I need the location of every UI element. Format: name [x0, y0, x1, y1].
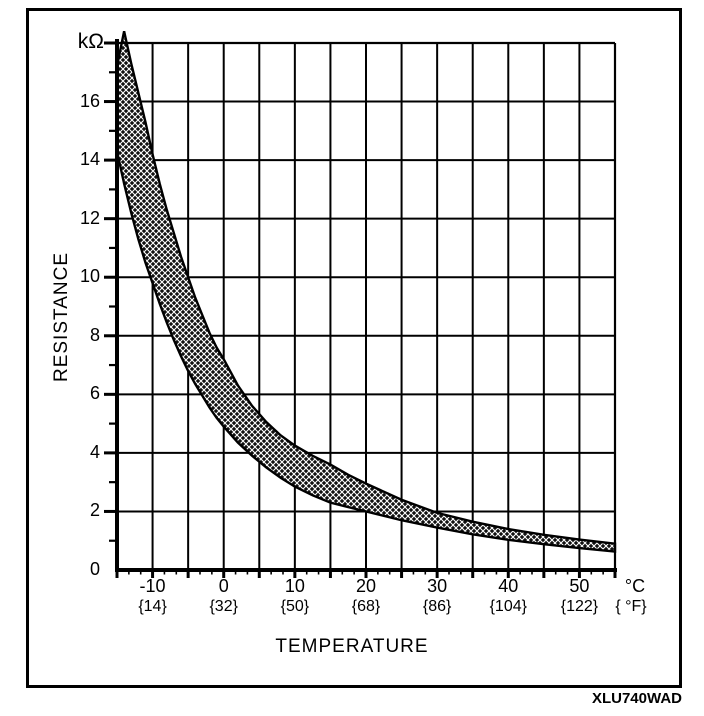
- x-tick-label-celsius: 50: [569, 576, 590, 596]
- x-tick-label-celsius: 40: [498, 576, 519, 596]
- x-tick-label-fahrenheit: {14}: [138, 598, 167, 615]
- y-tick-label: 10: [79, 266, 100, 287]
- x-tick-label-fahrenheit: {86}: [422, 598, 452, 615]
- y-tick-label: 12: [79, 207, 100, 228]
- x-tick-label-celsius: 30: [427, 576, 448, 596]
- x-tick-label-fahrenheit: {50}: [280, 598, 310, 615]
- x-tick-label-celsius: 0: [218, 576, 229, 596]
- figure-code: XLU740WAD: [591, 690, 682, 707]
- y-tick-label: 4: [89, 441, 100, 462]
- y-tick-label: 8: [89, 324, 100, 345]
- x-tick-label-fahrenheit: {104}: [489, 598, 527, 615]
- y-tick-label: 0: [89, 559, 100, 579]
- axis-ticks: [104, 41, 617, 578]
- x-tick-label-celsius: 20: [355, 576, 377, 596]
- x-axis-unit-fahrenheit: { °F}: [615, 598, 647, 615]
- y-tick-label: 16: [79, 90, 100, 111]
- figure-border: [26, 8, 682, 688]
- x-tick-label-celsius: 10: [284, 576, 305, 596]
- y-tick-label: 2: [89, 500, 100, 521]
- x-tick-label-fahrenheit: {68}: [351, 598, 381, 615]
- y-tick-label: 6: [89, 383, 100, 404]
- x-tick-label-fahrenheit: {32}: [209, 598, 238, 615]
- x-axis-title: TEMPERATURE: [275, 636, 429, 657]
- x-tick-label-fahrenheit: {122}: [560, 598, 599, 615]
- x-tick-label-celsius: -10: [139, 576, 166, 596]
- x-axis-unit-celsius: °C: [624, 576, 646, 596]
- y-tick-label: 14: [79, 149, 100, 170]
- y-axis-unit: kΩ: [77, 30, 104, 53]
